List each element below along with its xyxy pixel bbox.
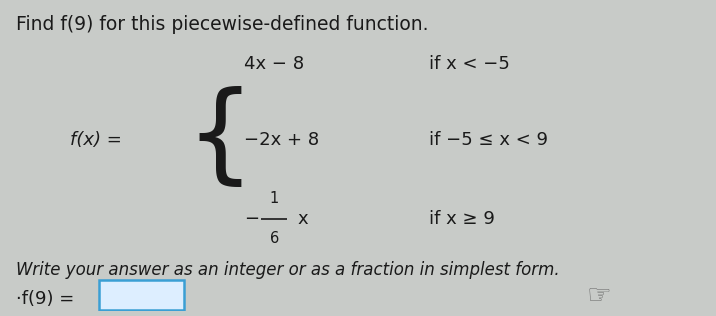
Text: if x ≥ 9: if x ≥ 9 — [429, 210, 495, 228]
Text: x: x — [298, 210, 308, 228]
Text: Find f(9) for this piecewise-defined function.: Find f(9) for this piecewise-defined fun… — [16, 15, 428, 34]
Text: Write your answer as an integer or as a fraction in simplest form.: Write your answer as an integer or as a … — [16, 261, 559, 279]
Text: {: { — [185, 86, 254, 191]
Text: if x < −5: if x < −5 — [429, 56, 510, 74]
Text: if −5 ≤ x < 9: if −5 ≤ x < 9 — [429, 131, 548, 149]
Text: 4x − 8: 4x − 8 — [244, 56, 304, 74]
Text: −: − — [244, 210, 259, 228]
Text: f(x) =: f(x) = — [70, 131, 122, 149]
Text: 6: 6 — [269, 231, 279, 246]
Text: −2x + 8: −2x + 8 — [244, 131, 319, 149]
Text: ☞: ☞ — [587, 282, 612, 310]
Text: ·f(9) =: ·f(9) = — [16, 290, 74, 308]
Text: 1: 1 — [269, 191, 279, 206]
FancyBboxPatch shape — [100, 280, 184, 310]
